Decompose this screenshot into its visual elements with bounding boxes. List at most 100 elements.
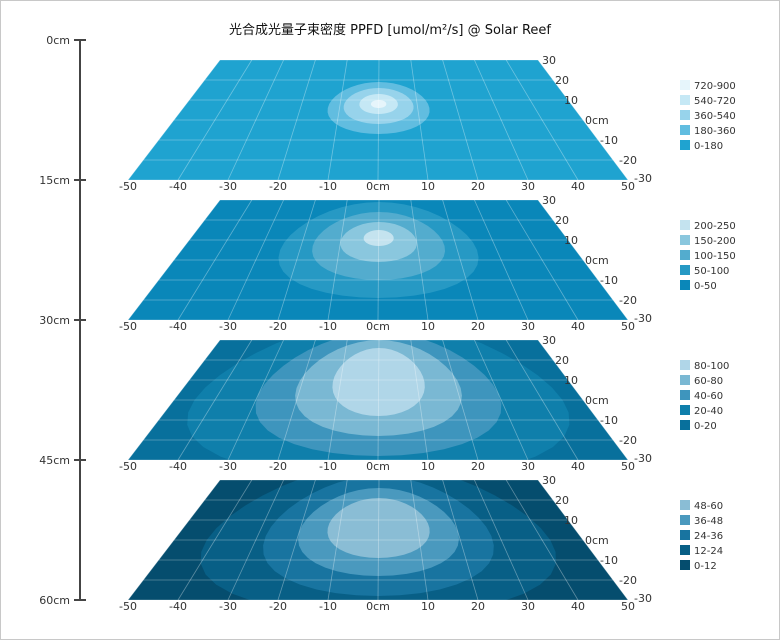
x-tick-label: 0cm: [366, 180, 390, 193]
grid-line-x: [177, 59, 253, 181]
legend-4: 48-60 36-48 24-36 12-24 0-12: [680, 500, 723, 572]
y-tick-label: 0cm: [585, 534, 609, 547]
y-tick-label: 0cm: [585, 114, 609, 127]
y-tick-label: -20: [619, 294, 637, 307]
grid-line-x: [474, 199, 529, 321]
legend-swatch: [680, 235, 690, 245]
legend-swatch: [680, 530, 690, 540]
x-tick-label: -40: [169, 320, 187, 333]
legend-label: 36-48: [694, 516, 723, 527]
grid-lines: [127, 479, 629, 601]
grid-line-x: [327, 339, 348, 461]
grid-line-x: [177, 339, 253, 461]
legend-label: 24-36: [694, 531, 723, 542]
x-tick-label: 50: [621, 180, 635, 193]
y-tick-label: -10: [600, 134, 618, 147]
grid-line-x: [474, 339, 529, 461]
legend-label: 180-360: [694, 126, 736, 137]
contour-group: [278, 202, 479, 298]
grid-line-x: [410, 59, 429, 181]
x-tick-label: 40: [571, 460, 585, 473]
x-tick-label: -20: [269, 460, 287, 473]
grid-line-x: [127, 199, 221, 321]
y-tick-label: 30: [542, 474, 556, 487]
contour-band: [332, 348, 425, 416]
y-tick-label: 20: [555, 74, 569, 87]
layer-4: -50 -40 -30 -20 -10 0cm 10 20 30 40 503020100cm-10…: [119, 474, 723, 613]
grid-line-x: [227, 479, 284, 601]
x-tick-label: -50: [119, 180, 137, 193]
grid-line-x: [505, 199, 579, 321]
y-tick-label: 20: [555, 354, 569, 367]
legend-swatch: [680, 265, 690, 275]
y-tick-label: 10: [564, 234, 578, 247]
y-tick-label: -20: [619, 574, 637, 587]
layers-group: -50 -40 -30 -20 -10 0cm 10 20 30 40 503020100cm-10…: [119, 54, 736, 613]
grid-line-x: [537, 199, 629, 321]
legend-label: 50-100: [694, 266, 729, 277]
x-tick-label: 30: [521, 180, 535, 193]
grid-line-x: [442, 479, 479, 601]
depth-axis: 0cm 15cm 30cm 45cm 60cm: [39, 34, 86, 607]
x-tick-label: -50: [119, 460, 137, 473]
legend-swatch: [680, 515, 690, 525]
x-tick-label: 40: [571, 600, 585, 613]
x-tick-label: -50: [119, 600, 137, 613]
grid-line-x: [410, 479, 429, 601]
x-tick-label: 30: [521, 320, 535, 333]
grid-line-x: [505, 479, 579, 601]
legend-3: 80-100 60-80 40-60 20-40 0-20: [680, 360, 729, 432]
legend-label: 200-250: [694, 221, 736, 232]
legend-swatch: [680, 545, 690, 555]
grid-line-x: [505, 59, 579, 181]
legend-label: 0-50: [694, 281, 717, 292]
depth-tick-label: 0cm: [46, 34, 70, 47]
depth-tick-label: 15cm: [39, 174, 70, 187]
legend-swatch: [680, 280, 690, 290]
legend-swatch: [680, 560, 690, 570]
grid-line-x: [177, 199, 253, 321]
legend-swatch: [680, 110, 690, 120]
x-tick-label: 10: [421, 460, 435, 473]
x-tick-label: -10: [319, 320, 337, 333]
grid-line-x: [377, 339, 380, 461]
y-tick-label: 20: [555, 494, 569, 507]
grid-line-x: [177, 479, 253, 601]
y-tick-label: -10: [600, 274, 618, 287]
y-tick-label: -10: [600, 414, 618, 427]
y-tick-label: -30: [634, 172, 652, 185]
x-tick-label: 50: [621, 600, 635, 613]
contour-group: [187, 340, 570, 460]
y-tick-label: -20: [619, 434, 637, 447]
grid-line-x: [442, 199, 479, 321]
legend-label: 360-540: [694, 111, 736, 122]
y-tick-label: 10: [564, 514, 578, 527]
grid-line-x: [227, 339, 284, 461]
y-tick-label: -30: [634, 312, 652, 325]
x-tick-label: -20: [269, 180, 287, 193]
grid-line-x: [377, 479, 380, 601]
x-tick-label: 0cm: [366, 600, 390, 613]
x-tick-label: 50: [621, 320, 635, 333]
contour-group: [200, 480, 556, 600]
legend-label: 80-100: [694, 361, 729, 372]
grid-lines: [127, 59, 629, 181]
contour-band: [327, 498, 430, 558]
legend-label: 12-24: [694, 546, 723, 557]
x-tick-label: 0cm: [366, 320, 390, 333]
contour-band: [363, 230, 394, 246]
x-tick-label: 30: [521, 600, 535, 613]
x-tick-label: -30: [219, 600, 237, 613]
x-tick-label: 10: [421, 320, 435, 333]
legend-label: 40-60: [694, 391, 723, 402]
x-tick-label: -10: [319, 460, 337, 473]
grid-line-x: [442, 59, 479, 181]
x-tick-label: 0cm: [366, 460, 390, 473]
legend-label: 0-180: [694, 141, 723, 152]
y-tick-label: 20: [555, 214, 569, 227]
y-tick-label: -10: [600, 554, 618, 567]
grid-line-x: [327, 59, 348, 181]
layer-2: -50 -40 -30 -20 -10 0cm 10 20 30 40 503020100cm-10…: [119, 194, 736, 333]
legend-label: 540-720: [694, 96, 736, 107]
